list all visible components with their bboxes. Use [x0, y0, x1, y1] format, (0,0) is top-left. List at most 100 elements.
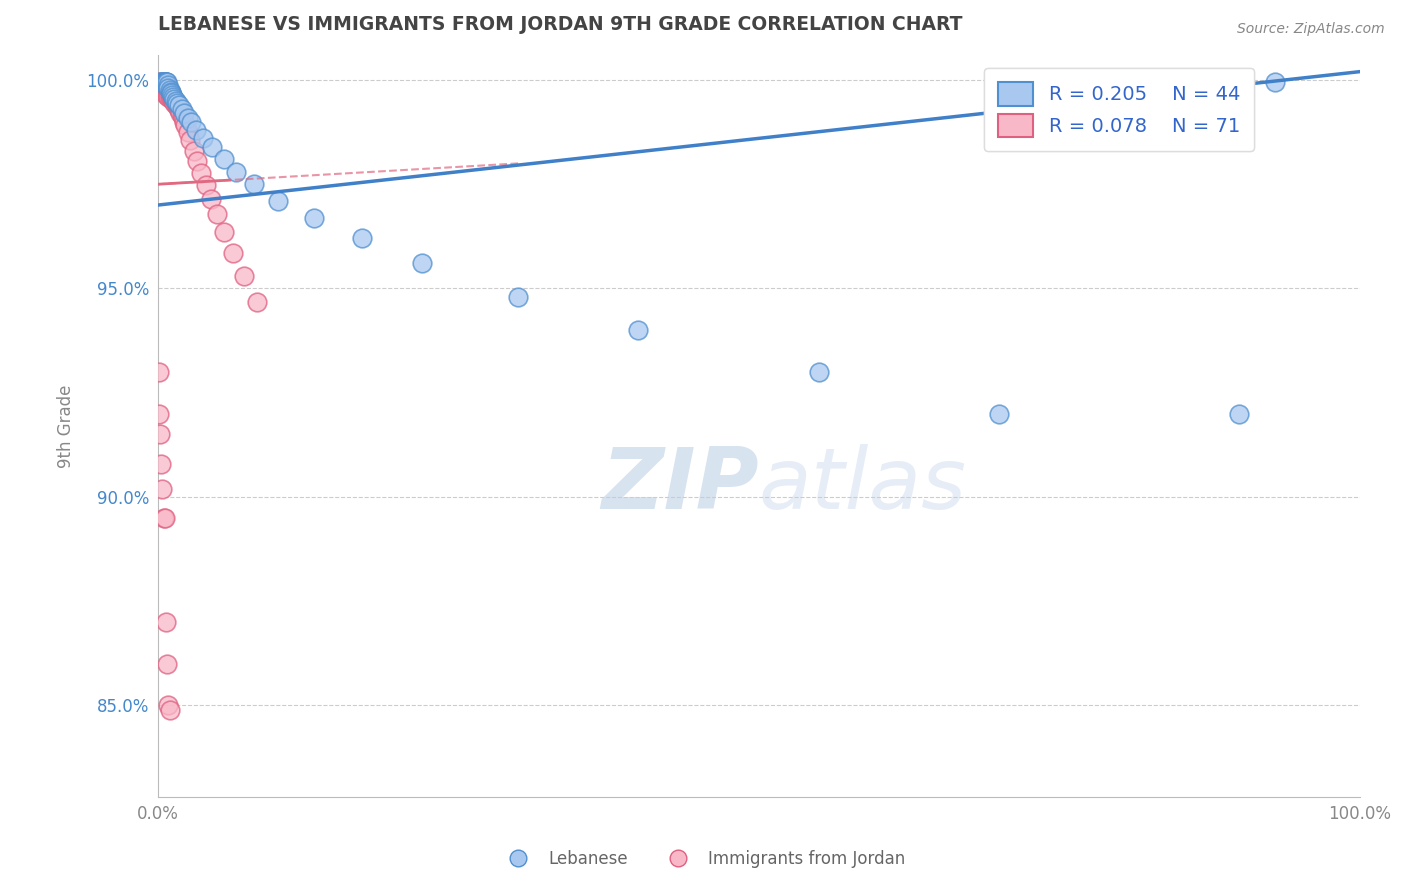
Point: [170, 102, 193, 116]
Point: [159, 87, 181, 102]
Legend: Lebanese, Immigrants from Jordan: Lebanese, Immigrants from Jordan: [495, 844, 911, 875]
Point: [159, 83, 181, 97]
Point: [162, 90, 184, 104]
Point: [152, 75, 174, 89]
Point: [183, 144, 205, 158]
Text: atlas: atlas: [759, 444, 966, 527]
Point: [152, 510, 174, 524]
Point: [225, 165, 247, 179]
Legend: R = 0.205    N = 44, R = 0.078    N = 71: R = 0.205 N = 44, R = 0.078 N = 71: [984, 69, 1254, 151]
Point: [212, 225, 235, 239]
Point: [194, 178, 217, 192]
Point: [156, 87, 179, 102]
Point: [155, 75, 177, 89]
Point: [222, 246, 245, 260]
Point: [184, 123, 207, 137]
Point: [193, 131, 215, 145]
Point: [180, 114, 202, 128]
Point: [160, 88, 183, 103]
Point: [156, 657, 179, 671]
Point: [186, 154, 208, 169]
Point: [156, 85, 179, 99]
Point: [157, 83, 180, 97]
Point: [153, 80, 176, 95]
Point: [160, 87, 183, 101]
Point: [267, 194, 290, 208]
Point: [148, 77, 170, 91]
Point: [152, 83, 174, 97]
Point: [152, 482, 174, 496]
Point: [148, 365, 170, 379]
Point: [174, 118, 197, 132]
Point: [173, 106, 195, 120]
Point: [157, 78, 180, 92]
Point: [627, 323, 650, 337]
Point: [165, 98, 187, 112]
Point: [159, 703, 181, 717]
Point: [153, 75, 176, 89]
Point: [149, 75, 172, 89]
Point: [148, 407, 170, 421]
Point: [159, 90, 181, 104]
Point: [212, 153, 235, 167]
Point: [160, 92, 183, 106]
Point: [1227, 407, 1250, 421]
Point: [163, 95, 186, 110]
Point: [155, 81, 177, 95]
Point: [242, 178, 264, 192]
Point: [176, 111, 198, 125]
Point: [160, 87, 183, 102]
Point: [152, 78, 174, 92]
Point: [156, 75, 179, 89]
Text: ZIP: ZIP: [600, 444, 759, 527]
Point: [1264, 75, 1286, 89]
Point: [149, 79, 172, 94]
Text: LEBANESE VS IMMIGRANTS FROM JORDAN 9TH GRADE CORRELATION CHART: LEBANESE VS IMMIGRANTS FROM JORDAN 9TH G…: [157, 15, 962, 34]
Point: [167, 103, 190, 117]
Point: [200, 192, 222, 206]
Point: [149, 76, 172, 90]
Point: [153, 75, 176, 89]
Point: [167, 98, 190, 112]
Point: [155, 615, 177, 629]
Point: [160, 89, 183, 103]
Point: [233, 268, 256, 283]
Point: [157, 81, 180, 95]
Point: [153, 510, 176, 524]
Y-axis label: 9th Grade: 9th Grade: [58, 384, 75, 467]
Point: [176, 125, 198, 139]
Point: [165, 94, 187, 108]
Point: [160, 85, 183, 99]
Point: [155, 75, 177, 89]
Point: [165, 95, 187, 109]
Point: [411, 256, 433, 270]
Point: [155, 86, 177, 100]
Point: [172, 112, 194, 126]
Point: [153, 82, 176, 96]
Point: [159, 85, 181, 99]
Point: [150, 79, 173, 94]
Point: [149, 427, 172, 442]
Point: [807, 365, 830, 379]
Point: [173, 114, 195, 128]
Point: [152, 75, 174, 89]
Point: [155, 83, 177, 97]
Point: [152, 82, 174, 96]
Point: [508, 290, 530, 304]
Point: [150, 81, 173, 95]
Point: [157, 89, 180, 103]
Point: [150, 457, 173, 471]
Point: [157, 87, 180, 101]
Point: [167, 101, 190, 115]
Point: [152, 80, 174, 95]
Point: [155, 75, 177, 89]
Point: [148, 75, 170, 89]
Point: [169, 106, 191, 120]
Point: [205, 207, 228, 221]
Point: [150, 77, 173, 91]
Point: [350, 231, 373, 245]
Text: Source: ZipAtlas.com: Source: ZipAtlas.com: [1237, 22, 1385, 37]
Point: [155, 87, 177, 102]
Point: [150, 75, 173, 89]
Point: [152, 75, 174, 89]
